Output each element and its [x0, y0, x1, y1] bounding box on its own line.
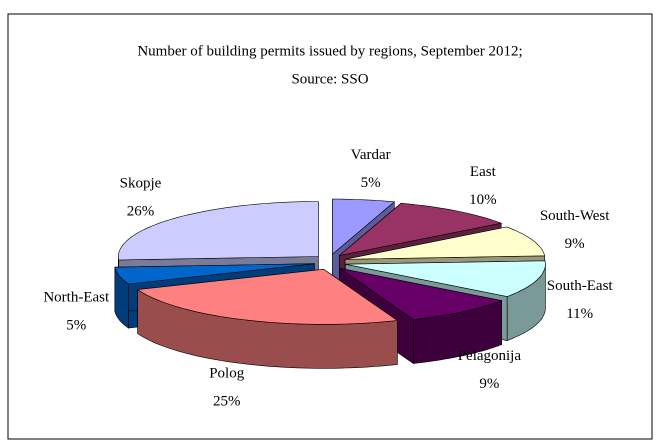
- slice: [117, 201, 319, 261]
- slice-label: East: [470, 164, 497, 180]
- slice-label: Polog: [209, 366, 245, 382]
- slice: [332, 198, 396, 255]
- slice-label: North-East: [43, 289, 110, 305]
- slice: [136, 268, 399, 325]
- slice-value-label: 26%: [127, 203, 155, 219]
- slice-value-label: 10%: [469, 192, 497, 208]
- slice: [114, 263, 315, 285]
- slice: [345, 260, 546, 297]
- chart-title: Number of building permits issued by reg…: [137, 43, 522, 59]
- slice-value-label: 5%: [66, 317, 86, 333]
- slice-value-label: 5%: [361, 175, 381, 191]
- slice: [345, 226, 546, 260]
- slice-label: Pelagonija: [458, 348, 522, 364]
- slice-label: Skopje: [120, 175, 162, 191]
- slice-value-label: 25%: [213, 394, 241, 410]
- slice-value-label: 9%: [565, 236, 585, 252]
- slice: [339, 202, 503, 256]
- chart-subtitle: Source: SSO: [291, 71, 368, 87]
- slice-label: South-East: [547, 278, 614, 294]
- slice-label: South-West: [540, 208, 610, 224]
- slice-value-label: 11%: [566, 306, 593, 322]
- slice: [339, 268, 503, 320]
- slice-label: Vardar: [351, 147, 391, 163]
- slice-value-label: 9%: [479, 376, 499, 392]
